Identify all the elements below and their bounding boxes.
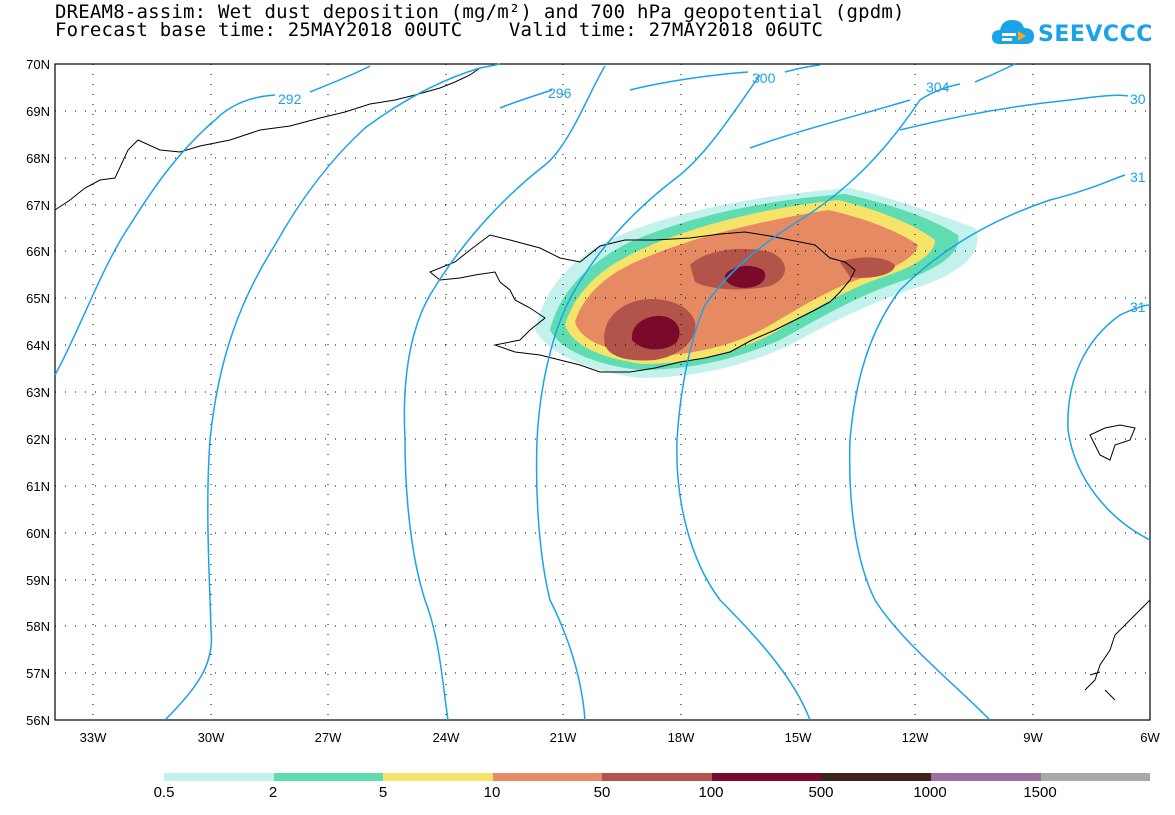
contour-300-b [629, 64, 821, 91]
lon-label: 9W [1023, 730, 1043, 745]
lat-label: 63N [26, 385, 50, 400]
legend-label: 5 [378, 784, 388, 801]
greenland-coast [54, 67, 481, 211]
lat-label: 61N [26, 479, 50, 494]
legend-swatch [602, 773, 712, 781]
scotland-coast [1084, 599, 1151, 701]
dust-zone-100-b [724, 265, 766, 288]
legend-swatch [164, 773, 274, 781]
lat-label: 60N [26, 526, 50, 541]
color-legend [164, 773, 1151, 781]
legend-swatch [711, 773, 822, 781]
logo-text: SEEVCCC [1038, 22, 1153, 47]
lon-label: 24W [433, 730, 460, 745]
legend-label: 2 [268, 784, 278, 801]
lon-label: 12W [902, 730, 929, 745]
lon-label: 27W [315, 730, 342, 745]
geopotential-contours [54, 63, 1151, 721]
contour-label: 30 [1130, 91, 1146, 107]
contour-label: 31 [1130, 299, 1146, 315]
legend-swatch [1040, 773, 1151, 781]
lat-label: 62N [26, 432, 50, 447]
contour-296 [403, 65, 606, 721]
legend-label: 100 [698, 784, 724, 801]
map-title: DREAM8-assim: Wet dust deposition (mg/m²… [55, 1, 905, 23]
lat-label: 69N [26, 104, 50, 119]
lat-label: 56N [26, 713, 50, 728]
lat-label: 65N [26, 291, 50, 306]
legend-swatch [930, 773, 1041, 781]
legend-swatch [383, 773, 493, 781]
lat-label: 67N [26, 198, 50, 213]
contour-288 [54, 94, 276, 376]
latitude-labels: 70N 69N 68N 67N 66N 65N 64N 63N 62N 61N … [26, 57, 50, 728]
contour-300 [535, 74, 761, 721]
legend-label: 10 [483, 784, 501, 801]
legend-swatch [273, 773, 384, 781]
lon-label: 18W [668, 730, 695, 745]
lat-label: 66N [26, 244, 50, 259]
contour-label: 31 [1130, 169, 1146, 185]
legend-swatch [821, 773, 931, 781]
lon-label: 6W [1140, 730, 1160, 745]
contour-label: 300 [752, 70, 776, 86]
contour-label: 292 [278, 91, 302, 107]
lat-label: 70N [26, 57, 50, 72]
lon-label: 30W [198, 730, 225, 745]
contour-304 [676, 83, 961, 721]
legend-label: 0.5 [153, 784, 175, 801]
legend-label: 1000 [913, 784, 947, 801]
lon-label: 21W [550, 730, 577, 745]
faroe-coast [1089, 424, 1136, 461]
map-subtitle: Forecast base time: 25MAY2018 00UTC Vali… [55, 19, 824, 41]
map-frame [54, 63, 1151, 721]
lon-label: 33W [80, 730, 107, 745]
lat-label: 57N [26, 666, 50, 681]
legend-swatch [492, 773, 603, 781]
dust-zone-100-a [631, 315, 680, 350]
contour-304-b [749, 63, 1016, 149]
contour-label: 304 [926, 79, 950, 95]
lon-label: 15W [785, 730, 812, 745]
legend-label: 50 [593, 784, 611, 801]
dust-deposition-field [535, 188, 978, 378]
iceland-coast [429, 231, 856, 373]
contour-labels: 292 296 300 304 30 31 31 [278, 70, 1146, 315]
contour-292 [164, 63, 501, 721]
contour-label: 296 [548, 85, 572, 101]
contour-312 [1067, 304, 1151, 541]
cloud-icon [992, 20, 1034, 44]
contour-308-upper [899, 94, 1129, 131]
legend-label: 1500 [1023, 784, 1057, 801]
lat-label: 59N [26, 573, 50, 588]
lat-label: 64N [26, 338, 50, 353]
lat-label: 68N [26, 151, 50, 166]
contour-308 [848, 174, 1126, 721]
coastlines [54, 67, 1151, 701]
contour-296-label-seg [499, 89, 553, 109]
seevccc-logo: SEEVCCC [990, 14, 1155, 54]
contour-292-upper [309, 65, 371, 93]
legend-label: 500 [808, 784, 834, 801]
longitude-labels: 33W 30W 27W 24W 21W 18W 15W 12W 9W 6W [80, 730, 1161, 745]
lat-label: 58N [26, 619, 50, 634]
